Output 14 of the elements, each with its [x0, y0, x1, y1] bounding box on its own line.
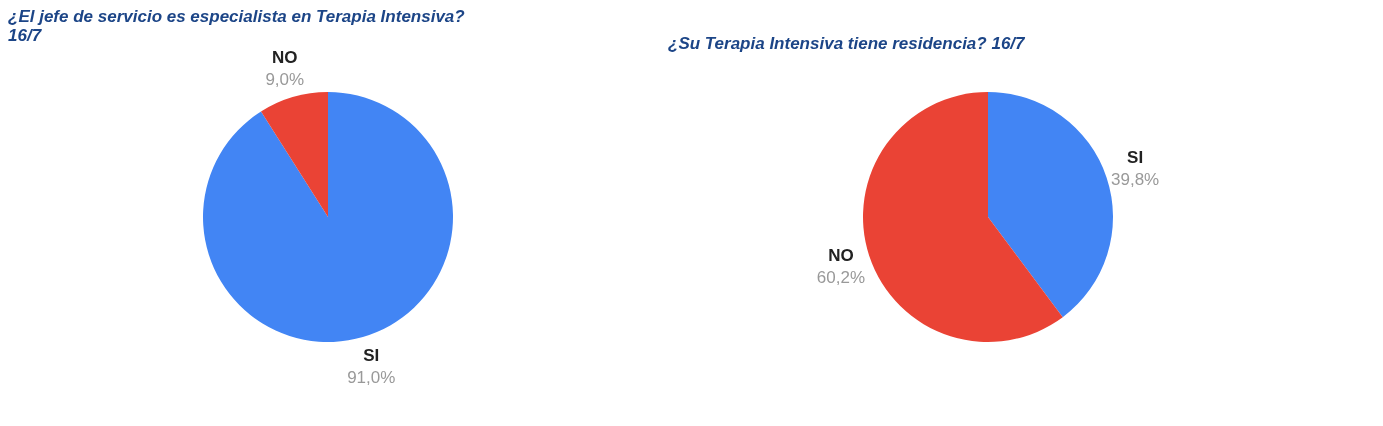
- pie-slice: [261, 92, 328, 217]
- data-label: 91,0%: [347, 367, 396, 387]
- pie-slice: [988, 92, 1113, 318]
- data-label: 39,8%: [1111, 170, 1160, 190]
- pie-slice: [203, 92, 453, 342]
- slice-label: NO: [272, 48, 298, 68]
- chart-title: ¿Su Terapia Intensiva tiene residencia? 16/7: [668, 34, 1027, 53]
- chart-title: ¿El jefe de servicio es especialista en Terapia Intensiva? 16/7: [8, 7, 466, 46]
- pie-slice: [863, 92, 1063, 342]
- data-label: 60,2%: [816, 267, 865, 287]
- slice-label: SI: [363, 345, 380, 365]
- data-label: 9,0%: [265, 70, 305, 90]
- slice-label: NO: [828, 245, 854, 265]
- slice-label: SI: [1127, 148, 1144, 168]
